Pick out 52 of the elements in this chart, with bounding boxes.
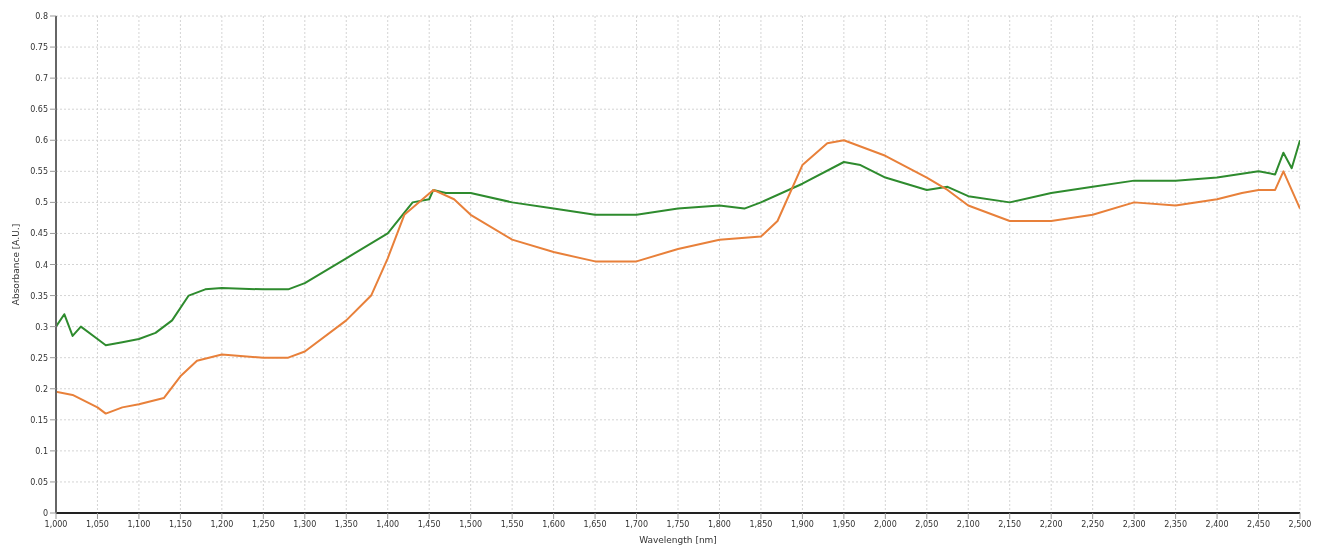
y-tick-label: 0.75 [30, 43, 48, 53]
y-tick-label: 0.15 [30, 415, 48, 425]
x-tick-label: 2,000 [873, 519, 897, 529]
x-tick-label: 1,900 [790, 519, 814, 529]
line-series [56, 139, 1300, 347]
x-tick-label: 1,150 [168, 519, 192, 529]
line-series [56, 139, 1300, 415]
x-tick-label: 1,750 [666, 519, 690, 529]
x-tick-label: 1,550 [500, 519, 524, 529]
y-tick-label: 0.1 [35, 446, 48, 456]
y-tick-label: 0.2 [35, 384, 48, 394]
x-tick-label: 1,850 [749, 519, 773, 529]
y-tick-label: 0.6 [35, 136, 48, 146]
x-tick-label: 1,450 [417, 519, 441, 529]
x-tick-label: 1,650 [583, 519, 607, 529]
x-tick-label: 2,250 [1081, 519, 1105, 529]
y-tick-label: 0.25 [30, 353, 48, 363]
x-tick-label: 2,350 [1164, 519, 1188, 529]
x-tick-label: 1,300 [293, 519, 317, 529]
x-axis-title: Wavelength [nm] [639, 535, 717, 545]
y-tick-label: 0.45 [30, 229, 48, 239]
y-tick-label: 0.55 [30, 167, 48, 177]
x-tick-label: 2,450 [1247, 519, 1270, 529]
y-tick-label: 0.35 [30, 291, 48, 301]
y-tick-label: 0.05 [30, 477, 48, 487]
x-tick-label: 2,400 [1205, 519, 1229, 529]
x-tick-label: 1,500 [459, 519, 483, 529]
x-tick-label: 2,200 [1039, 519, 1063, 529]
y-tick-label: 0 [42, 509, 48, 518]
x-tick-label: 1,000 [44, 519, 68, 529]
x-tick-label: 1,950 [832, 519, 856, 529]
x-tick-label: 2,100 [956, 519, 980, 529]
y-axis-title: Absorbance [A.U.] [11, 223, 22, 306]
x-tick-label: 1,700 [625, 519, 648, 529]
y-tick-label: 0.7 [35, 74, 48, 84]
y-tick-label: 0.3 [35, 322, 48, 332]
x-tick-label: 1,350 [334, 519, 358, 529]
x-tick-label: 1,200 [210, 519, 234, 529]
x-tick-label: 1,800 [708, 519, 731, 529]
x-tick-label: 2,500 [1288, 519, 1312, 529]
x-tick-label: 1,100 [127, 519, 151, 529]
y-tick-label: 0.8 [35, 12, 48, 21]
x-tick-label: 2,050 [915, 519, 939, 529]
x-tick-label: 1,250 [251, 519, 275, 529]
x-tick-label: 2,150 [998, 519, 1022, 529]
y-tick-label: 0.65 [30, 105, 48, 115]
y-tick-label: 0.4 [35, 260, 48, 270]
x-tick-label: 1,050 [86, 519, 109, 529]
x-tick-label: 2,300 [1122, 519, 1146, 529]
x-tick-label: 1,600 [542, 519, 566, 529]
x-tick-label: 1,400 [376, 519, 400, 529]
y-tick-label: 0.5 [35, 198, 48, 208]
